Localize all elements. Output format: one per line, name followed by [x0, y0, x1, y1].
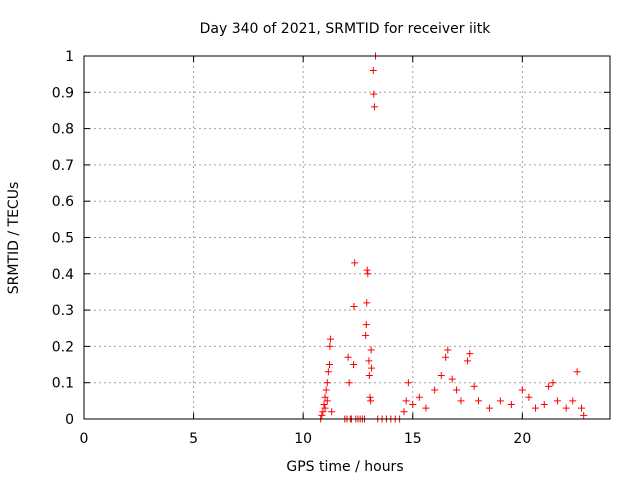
data-point [431, 386, 439, 394]
data-point [344, 353, 352, 361]
data-point [525, 393, 533, 401]
data-point [362, 332, 370, 340]
data-point [323, 379, 331, 387]
data-point [518, 386, 526, 394]
data-point [553, 397, 561, 405]
y-tick-label: 0.9 [52, 85, 74, 101]
data-point [367, 346, 375, 354]
data-point [457, 397, 465, 405]
data-point [363, 299, 371, 307]
x-tick-label: 10 [294, 431, 312, 447]
data-point [569, 397, 577, 405]
data-point [367, 397, 375, 405]
data-point [362, 321, 370, 329]
x-tick-label: 15 [404, 431, 422, 447]
data-point [415, 393, 423, 401]
data-point [370, 90, 378, 98]
data-point [318, 411, 326, 419]
grid [84, 56, 610, 419]
data-point [464, 357, 472, 365]
y-tick-label: 0.2 [52, 339, 74, 355]
data-point [400, 408, 408, 416]
y-tick-label: 0 [65, 412, 74, 428]
data-point [531, 404, 539, 412]
data-point [320, 400, 328, 408]
x-tick-label: 0 [80, 431, 89, 447]
data-point [444, 346, 452, 354]
data-point [370, 103, 378, 111]
data-point [573, 368, 581, 376]
data-point [402, 397, 410, 405]
data-point [448, 375, 456, 383]
data-point [322, 386, 330, 394]
data-point [368, 364, 376, 372]
chart-title: Day 340 of 2021, SRMTID for receiver iit… [200, 21, 492, 37]
plot-frame [83, 55, 611, 420]
data-point [369, 67, 377, 75]
data-point [549, 379, 557, 387]
data-point [328, 408, 336, 416]
x-tick-label: 20 [513, 431, 531, 447]
data-point [470, 382, 478, 390]
data-point [466, 350, 474, 358]
data-point [321, 404, 329, 412]
y-axis-label: SRMTID / TECUs [6, 182, 22, 295]
data-point [327, 335, 335, 343]
data-point [507, 400, 515, 408]
data-point [442, 353, 450, 361]
data-point [365, 371, 373, 379]
data-point [365, 357, 373, 365]
data-point [345, 379, 353, 387]
data-point [453, 386, 461, 394]
y-tick-label: 0.7 [52, 158, 74, 174]
y-tick-label: 0.5 [52, 231, 74, 247]
data-point [578, 404, 586, 412]
data-point [404, 379, 412, 387]
data-point [350, 302, 358, 310]
y-tick-label: 0.8 [52, 122, 74, 138]
data-point [351, 259, 359, 267]
data-point [409, 400, 417, 408]
y-tick-label: 0.3 [52, 303, 74, 319]
y-tick-labels: 0 0.1 0.2 0.3 0.4 0.5 0.6 0.7 0.8 0.9 1 [52, 49, 74, 428]
data-point [323, 397, 331, 405]
data-point [437, 371, 445, 379]
x-tick-labels: 0 5 10 15 20 [80, 431, 532, 447]
data-point [364, 270, 372, 278]
data-point [319, 408, 327, 416]
y-tick-label: 1 [65, 49, 74, 65]
data-point [422, 404, 430, 412]
data-point [580, 411, 588, 419]
data-series [317, 52, 588, 423]
x-tick-label: 5 [189, 431, 198, 447]
data-point [324, 368, 332, 376]
tick-marks [83, 55, 610, 420]
data-point [540, 400, 548, 408]
data-point [321, 393, 329, 401]
data-point [475, 397, 482, 405]
data-point [496, 397, 504, 405]
x-axis-label: GPS time / hours [286, 459, 403, 475]
data-point [350, 361, 358, 369]
data-point [562, 404, 570, 412]
y-tick-label: 0.4 [52, 267, 74, 283]
data-point [366, 393, 374, 401]
data-point [545, 382, 553, 390]
data-point [325, 361, 333, 369]
y-tick-label: 0.1 [52, 376, 74, 392]
data-point [326, 342, 334, 350]
data-point [485, 404, 493, 412]
y-tick-label: 0.6 [52, 194, 74, 210]
data-point [363, 266, 371, 274]
